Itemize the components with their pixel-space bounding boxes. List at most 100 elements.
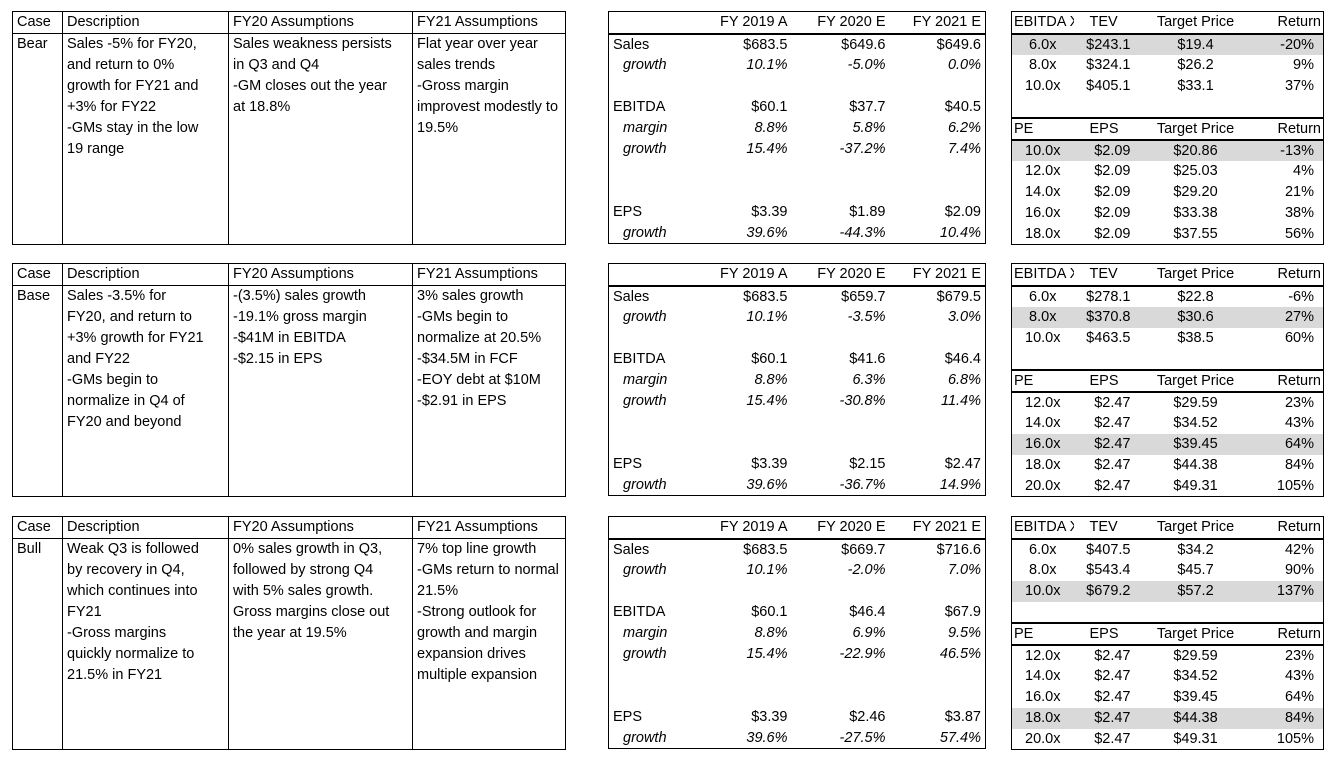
metric-label-cell: EBITDA: [613, 351, 666, 367]
fy2019-value-cell: 8.8%: [754, 625, 788, 641]
pe-multiple-row: 20.0x $2.47 $49.31 105%: [1012, 729, 1324, 750]
spacer-row: [1012, 602, 1324, 623]
fy2021-value-cell: $67.9: [944, 604, 981, 620]
fy2020-value-cell: $659.7: [841, 288, 886, 305]
fy2019-value-cell: [697, 181, 792, 202]
fy2021-value-cell: $46.4: [944, 351, 981, 367]
pe-multiple-row: 16.0x $2.09 $33.38 38%: [1012, 203, 1324, 224]
metric-label-cell: [609, 412, 697, 433]
eps-cell: $2.09: [1094, 163, 1131, 179]
spacer-cell: [1012, 349, 1324, 370]
tev-cell: $370.8: [1073, 306, 1146, 328]
financial-row: EPS $3.39 $2.46 $3.87: [609, 707, 986, 728]
description-cell: Sales -5% for FY20, and return to 0% gro…: [62, 33, 229, 245]
return-cell: 60%: [1284, 330, 1314, 346]
fy2021-value-cell: 7.4%: [947, 141, 981, 157]
multiple-cell: 8.0x: [1029, 57, 1057, 73]
metric-column-header: [608, 263, 697, 287]
eps-cell: $2.47: [1094, 668, 1131, 684]
fy2020-value-cell: -27.5%: [839, 729, 886, 746]
pe-multiple-row: 16.0x $2.47 $39.45 64%: [1011, 433, 1324, 455]
financial-row: growth 15.4% -30.8% 11.4%: [609, 391, 986, 412]
return-cell: 84%: [1245, 707, 1324, 729]
fy2021-value-cell: 0.0%: [947, 57, 981, 73]
metric-label-cell: EPS: [613, 456, 643, 472]
fy2020-value-cell: -36.7%: [839, 476, 886, 493]
return-header: Return: [1245, 621, 1324, 646]
fy2019-value-cell: 8.8%: [754, 120, 788, 136]
fy2019-value-cell: [697, 665, 792, 686]
target-price-cell: $19.4: [1145, 33, 1246, 55]
fy2020-value-cell: [792, 412, 890, 433]
fy2019-value-cell: $683.5: [743, 36, 788, 53]
financial-row: growth 39.6% -36.7% 14.9%: [609, 475, 986, 496]
return-cell: 9%: [1293, 57, 1314, 73]
fy2020-value-cell: -37.2%: [839, 141, 886, 157]
pe-multiple-row: 14.0x $2.47 $34.52 43%: [1012, 666, 1324, 687]
fy2021-value-cell: [890, 581, 986, 602]
bull-valuation-table: EBITDA X TEV Target Price Return 6.0x $4…: [1011, 516, 1324, 750]
financials-header-row: FY 2019 A FY 2020 E FY 2021 E: [608, 263, 986, 287]
fy2019-value-cell: $3.39: [751, 709, 788, 725]
metric-label-cell: Sales: [613, 288, 650, 305]
spacer-row: [1012, 97, 1324, 118]
case-table-header-row: Case Description FY20 Assumptions FY21 A…: [12, 11, 566, 34]
fy2020-value-cell: $2.46: [849, 709, 886, 725]
eps-cell: $2.47: [1094, 647, 1131, 664]
metric-label-cell: [609, 76, 697, 97]
fy21-assumptions-column-header: FY21 Assumptions: [412, 11, 566, 34]
bull-financials-table: FY 2019 A FY 2020 E FY 2021 E Sales $683…: [608, 516, 986, 749]
return-cell: 64%: [1284, 689, 1314, 705]
metric-label-cell: growth: [623, 57, 667, 73]
tev-cell: $405.1: [1086, 78, 1131, 94]
return-cell: 23%: [1284, 647, 1314, 664]
multiple-cell: 6.0x: [1029, 288, 1057, 305]
target-price-header: Target Price: [1145, 368, 1246, 393]
financial-row: [609, 686, 986, 707]
fy2019-column-header: FY 2019 A: [696, 516, 792, 540]
fy2019-value-cell: $60.1: [751, 99, 788, 115]
financial-row: [609, 412, 986, 433]
tev-cell: $243.1: [1073, 33, 1146, 55]
metric-label-cell: [609, 433, 697, 454]
return-cell: 105%: [1276, 477, 1314, 494]
metric-label-cell: [609, 686, 697, 707]
financial-row: [609, 433, 986, 454]
ebitda-multiple-header: EBITDA X: [1011, 11, 1074, 35]
eps-header: EPS: [1073, 368, 1146, 393]
eps-cell: $2.47: [1094, 730, 1131, 747]
target-price-cell: $30.6: [1145, 306, 1246, 328]
tev-cell: $278.1: [1086, 288, 1131, 305]
fy2021-value-cell: [890, 665, 986, 686]
pe-multiple-header: PE: [1011, 621, 1074, 646]
fy2021-value-cell: 10.4%: [939, 224, 981, 241]
metric-label-cell: EBITDA: [613, 604, 666, 620]
financial-row: growth 39.6% -27.5% 57.4%: [609, 728, 986, 749]
multiple-cell: 8.0x: [1029, 562, 1057, 578]
fy2020-value-cell: 6.9%: [852, 625, 886, 641]
metric-label-cell: margin: [623, 372, 668, 388]
case-name-cell: Base: [12, 285, 63, 497]
financial-row: [609, 328, 986, 349]
multiple-cell: 6.0x: [1029, 541, 1057, 558]
metric-column-header: [608, 516, 697, 540]
target-price-cell: $49.31: [1173, 477, 1218, 494]
fy2019-value-cell: 39.6%: [746, 476, 788, 493]
eps-cell: $2.47: [1094, 689, 1131, 705]
fy2019-value-cell: [697, 328, 792, 349]
ebitda-multiple-header: EBITDA X: [1011, 263, 1074, 287]
metric-label-cell: [609, 665, 697, 686]
fy2020-value-cell: -44.3%: [839, 224, 886, 241]
fy2021-value-cell: [890, 433, 986, 454]
target-price-cell: $34.52: [1173, 415, 1218, 431]
target-price-cell: $25.03: [1173, 163, 1218, 179]
fy2020-value-cell: [792, 160, 890, 181]
fy20-assumptions-cell: -(3.5%) sales growth -19.1% gross margin…: [228, 285, 413, 497]
financial-row: [609, 160, 986, 181]
eps-cell: $2.47: [1094, 394, 1131, 411]
multiple-cell: 12.0x: [1025, 647, 1061, 664]
fy2020-value-cell: 6.3%: [852, 372, 886, 388]
target-price-cell: $39.45: [1173, 689, 1218, 705]
case-column-header: Case: [12, 11, 63, 34]
fy2019-value-cell: 10.1%: [746, 309, 788, 325]
